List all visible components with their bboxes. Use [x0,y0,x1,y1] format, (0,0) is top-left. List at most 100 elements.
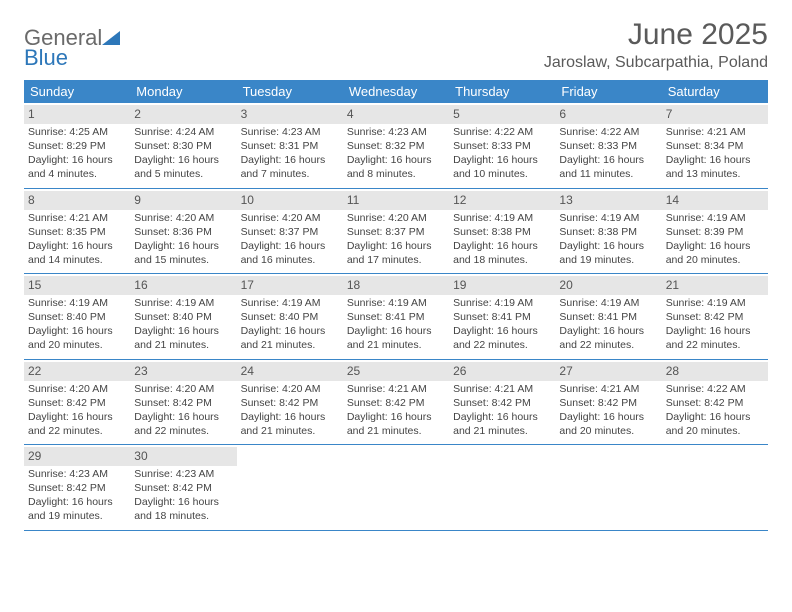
sunrise-text: Sunrise: 4:19 AM [347,297,445,310]
week-row: 22Sunrise: 4:20 AMSunset: 8:42 PMDayligh… [24,360,768,446]
sunrise-text: Sunrise: 4:25 AM [28,126,126,139]
day-cell: 2Sunrise: 4:24 AMSunset: 8:30 PMDaylight… [130,103,236,188]
day-cell: 16Sunrise: 4:19 AMSunset: 8:40 PMDayligh… [130,274,236,359]
daylight-text: and 22 minutes. [559,339,657,352]
brand-logo: General Blue [24,28,120,68]
daylight-text: and 5 minutes. [134,168,232,181]
daylight-text: Daylight: 16 hours [28,496,126,509]
day-cell: 7Sunrise: 4:21 AMSunset: 8:34 PMDaylight… [662,103,768,188]
daylight-text: and 20 minutes. [666,254,764,267]
empty-cell [449,445,555,530]
sunrise-text: Sunrise: 4:22 AM [559,126,657,139]
day-cell: 29Sunrise: 4:23 AMSunset: 8:42 PMDayligh… [24,445,130,530]
day-cell: 1Sunrise: 4:25 AMSunset: 8:29 PMDaylight… [24,103,130,188]
sunset-text: Sunset: 8:36 PM [134,226,232,239]
daylight-text: and 7 minutes. [241,168,339,181]
week-row: 15Sunrise: 4:19 AMSunset: 8:40 PMDayligh… [24,274,768,360]
daylight-text: Daylight: 16 hours [559,240,657,253]
sunrise-text: Sunrise: 4:24 AM [134,126,232,139]
day-number: 4 [343,105,449,124]
sunset-text: Sunset: 8:33 PM [453,140,551,153]
day-cell: 12Sunrise: 4:19 AMSunset: 8:38 PMDayligh… [449,189,555,274]
day-number: 17 [237,276,343,295]
daylight-text: and 22 minutes. [453,339,551,352]
daylight-text: Daylight: 16 hours [241,154,339,167]
calendar: SundayMondayTuesdayWednesdayThursdayFrid… [24,80,768,531]
sunset-text: Sunset: 8:30 PM [134,140,232,153]
daylight-text: and 20 minutes. [28,339,126,352]
day-cell: 18Sunrise: 4:19 AMSunset: 8:41 PMDayligh… [343,274,449,359]
sunrise-text: Sunrise: 4:20 AM [134,383,232,396]
day-cell: 10Sunrise: 4:20 AMSunset: 8:37 PMDayligh… [237,189,343,274]
day-number: 11 [343,191,449,210]
sunrise-text: Sunrise: 4:19 AM [666,297,764,310]
sunrise-text: Sunrise: 4:21 AM [453,383,551,396]
sunset-text: Sunset: 8:39 PM [666,226,764,239]
daylight-text: and 16 minutes. [241,254,339,267]
day-cell: 15Sunrise: 4:19 AMSunset: 8:40 PMDayligh… [24,274,130,359]
day-number: 2 [130,105,236,124]
day-number: 16 [130,276,236,295]
sunset-text: Sunset: 8:42 PM [666,397,764,410]
day-number: 24 [237,362,343,381]
day-cell: 5Sunrise: 4:22 AMSunset: 8:33 PMDaylight… [449,103,555,188]
daylight-text: and 22 minutes. [134,425,232,438]
sunrise-text: Sunrise: 4:19 AM [453,297,551,310]
daylight-text: and 21 minutes. [241,425,339,438]
daylight-text: and 11 minutes. [559,168,657,181]
day-cell: 30Sunrise: 4:23 AMSunset: 8:42 PMDayligh… [130,445,236,530]
day-cell: 26Sunrise: 4:21 AMSunset: 8:42 PMDayligh… [449,360,555,445]
brand-part2: Blue [24,45,68,70]
triangle-icon [102,31,120,45]
day-number: 1 [24,105,130,124]
day-cell: 17Sunrise: 4:19 AMSunset: 8:40 PMDayligh… [237,274,343,359]
title-block: June 2025 Jaroslaw, Subcarpathia, Poland [544,18,768,72]
day-number: 15 [24,276,130,295]
sunset-text: Sunset: 8:42 PM [241,397,339,410]
day-number: 28 [662,362,768,381]
sunset-text: Sunset: 8:34 PM [666,140,764,153]
sunrise-text: Sunrise: 4:20 AM [28,383,126,396]
brand-text: General Blue [24,28,120,68]
daylight-text: Daylight: 16 hours [134,325,232,338]
daylight-text: Daylight: 16 hours [347,240,445,253]
daylight-text: Daylight: 16 hours [453,411,551,424]
day-number: 21 [662,276,768,295]
sunset-text: Sunset: 8:42 PM [347,397,445,410]
day-number: 7 [662,105,768,124]
weekday-header: Wednesday [343,80,449,103]
day-number: 25 [343,362,449,381]
day-number: 20 [555,276,661,295]
sunset-text: Sunset: 8:41 PM [453,311,551,324]
daylight-text: Daylight: 16 hours [559,325,657,338]
day-number: 29 [24,447,130,466]
sunrise-text: Sunrise: 4:21 AM [347,383,445,396]
sunset-text: Sunset: 8:33 PM [559,140,657,153]
weekday-header-row: SundayMondayTuesdayWednesdayThursdayFrid… [24,80,768,103]
day-cell: 20Sunrise: 4:19 AMSunset: 8:41 PMDayligh… [555,274,661,359]
daylight-text: and 4 minutes. [28,168,126,181]
day-number: 14 [662,191,768,210]
daylight-text: Daylight: 16 hours [28,154,126,167]
sunset-text: Sunset: 8:32 PM [347,140,445,153]
sunrise-text: Sunrise: 4:23 AM [347,126,445,139]
day-number: 19 [449,276,555,295]
daylight-text: Daylight: 16 hours [666,154,764,167]
sunrise-text: Sunrise: 4:21 AM [28,212,126,225]
daylight-text: and 21 minutes. [241,339,339,352]
daylight-text: and 18 minutes. [134,510,232,523]
month-title: June 2025 [544,18,768,52]
sunrise-text: Sunrise: 4:23 AM [134,468,232,481]
day-cell: 4Sunrise: 4:23 AMSunset: 8:32 PMDaylight… [343,103,449,188]
daylight-text: and 21 minutes. [347,339,445,352]
day-cell: 21Sunrise: 4:19 AMSunset: 8:42 PMDayligh… [662,274,768,359]
day-cell: 3Sunrise: 4:23 AMSunset: 8:31 PMDaylight… [237,103,343,188]
daylight-text: Daylight: 16 hours [453,240,551,253]
day-number: 30 [130,447,236,466]
sunset-text: Sunset: 8:37 PM [241,226,339,239]
daylight-text: Daylight: 16 hours [241,325,339,338]
sunrise-text: Sunrise: 4:23 AM [28,468,126,481]
sunrise-text: Sunrise: 4:20 AM [241,212,339,225]
day-number: 10 [237,191,343,210]
daylight-text: and 21 minutes. [453,425,551,438]
